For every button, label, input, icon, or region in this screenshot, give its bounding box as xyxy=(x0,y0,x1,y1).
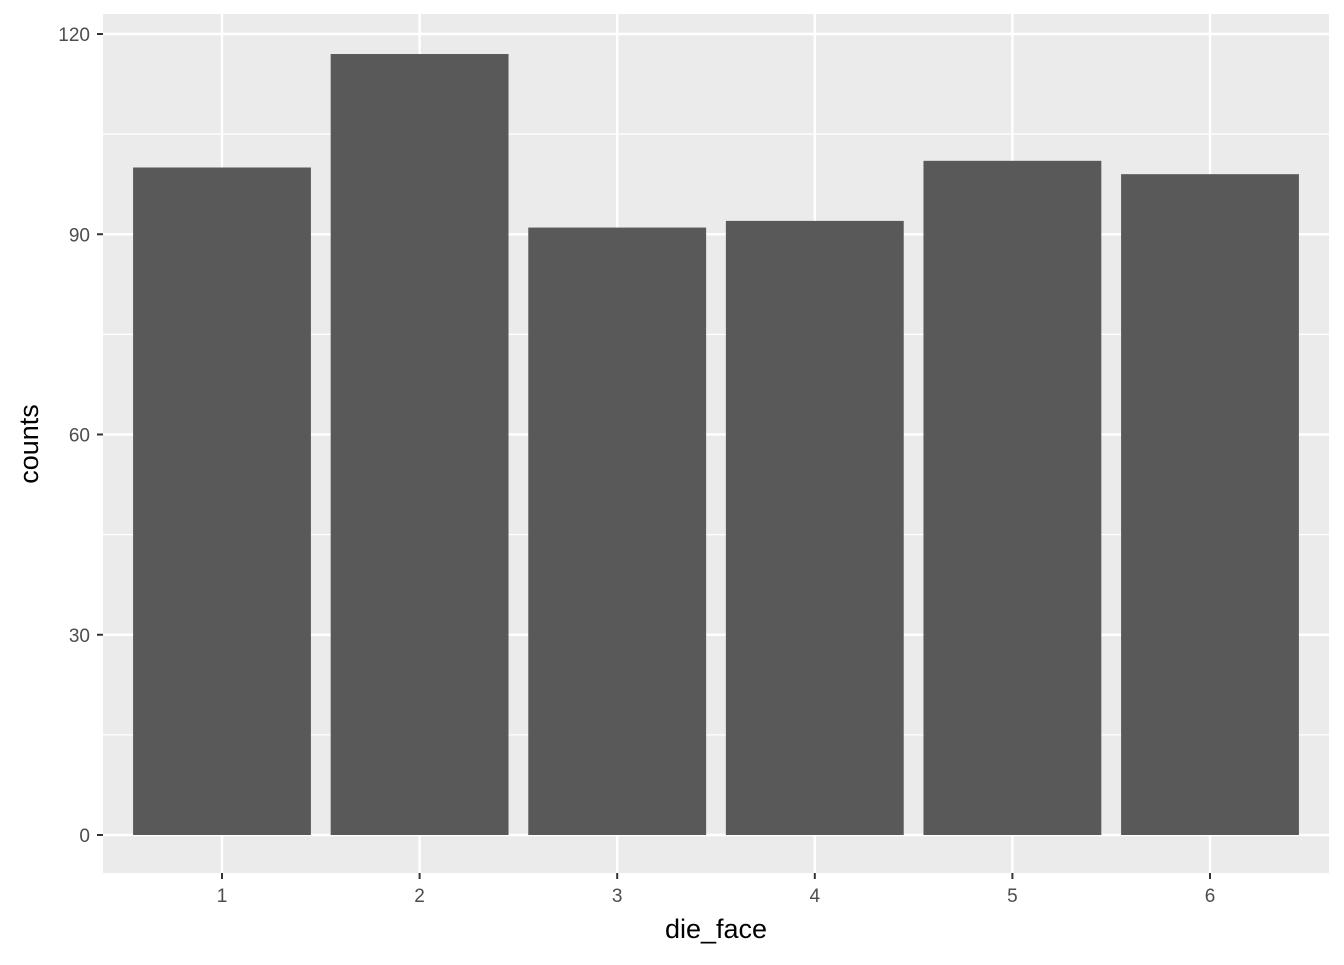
bar-2 xyxy=(330,54,509,835)
x-axis: 1 2 3 4 5 6 xyxy=(217,873,1216,907)
x-tick-label: 5 xyxy=(1007,886,1018,907)
y-tick-label: 30 xyxy=(69,626,90,647)
bar-4 xyxy=(725,220,904,835)
bars xyxy=(133,54,1299,836)
y-tick-label: 120 xyxy=(58,25,90,46)
y-tick-label: 60 xyxy=(69,426,90,447)
y-axis-label: counts xyxy=(14,404,44,484)
y-tick-label: 90 xyxy=(69,225,90,246)
x-axis-label: die_face xyxy=(665,914,767,944)
y-axis: 0 30 60 90 120 xyxy=(58,25,103,847)
bar-1 xyxy=(133,167,311,835)
x-tick-label: 2 xyxy=(414,886,425,907)
bar-5 xyxy=(923,160,1102,835)
bar-3 xyxy=(528,227,707,835)
x-tick-label: 6 xyxy=(1205,886,1216,907)
x-tick-label: 4 xyxy=(810,886,821,907)
y-tick-label: 0 xyxy=(79,826,90,847)
x-tick-label: 3 xyxy=(612,886,623,907)
x-tick-label: 1 xyxy=(217,886,228,907)
bar-6 xyxy=(1121,174,1299,836)
